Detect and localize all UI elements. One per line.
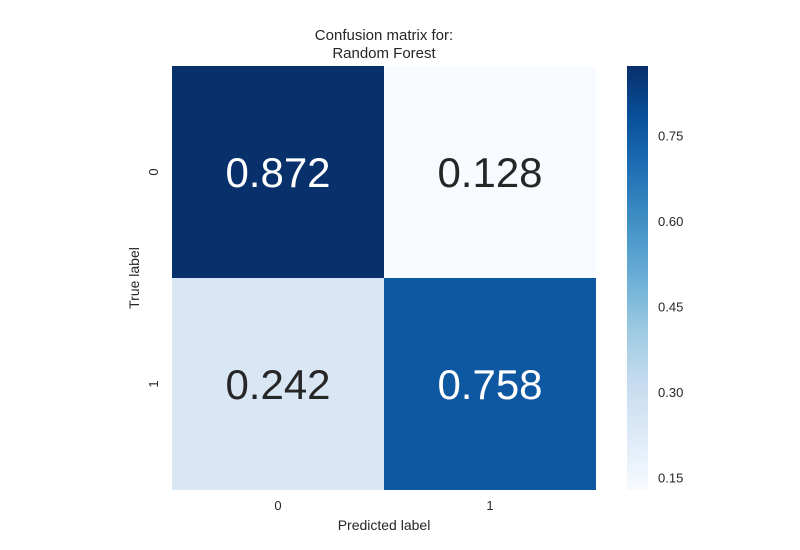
colorbar-tick-label: 0.60 [658,214,683,229]
heatmap-cell-value: 0.872 [225,149,330,196]
y-tick-labels: 01 [146,168,161,387]
heatmap-cell-value: 0.758 [437,361,542,408]
colorbar-tick-label: 0.30 [658,385,683,400]
heatmap-cell [384,66,596,278]
heatmap-cell [384,278,596,490]
colorbar-tick-label: 0.45 [658,299,683,314]
heatmap-cell-value: 0.242 [225,361,330,408]
heatmap-cell-labels: 0.872 0.128 0.242 0.758 [225,149,542,408]
x-axis-label: Predicted label [338,517,431,533]
x-tick-label: 1 [486,498,493,513]
y-axis-label: True label [126,247,142,309]
colorbar-tick-labels: 0.15 0.30 0.45 0.60 0.75 [658,129,683,486]
chart-title-line-2: Random Forest [332,45,436,62]
colorbar-tick-label: 0.15 [658,470,683,485]
colorbar [627,66,648,490]
y-tick-label: 0 [146,168,161,175]
heatmap-cell-value: 0.128 [437,149,542,196]
y-tick-label: 1 [146,380,161,387]
heatmap-cell [172,278,384,490]
chart-title-line-1: Confusion matrix for: [315,27,453,44]
colorbar-tick-label: 0.75 [658,129,683,144]
heatmap-cells [172,66,596,490]
heatmap-cell [172,66,384,278]
x-tick-label: 0 [274,498,281,513]
